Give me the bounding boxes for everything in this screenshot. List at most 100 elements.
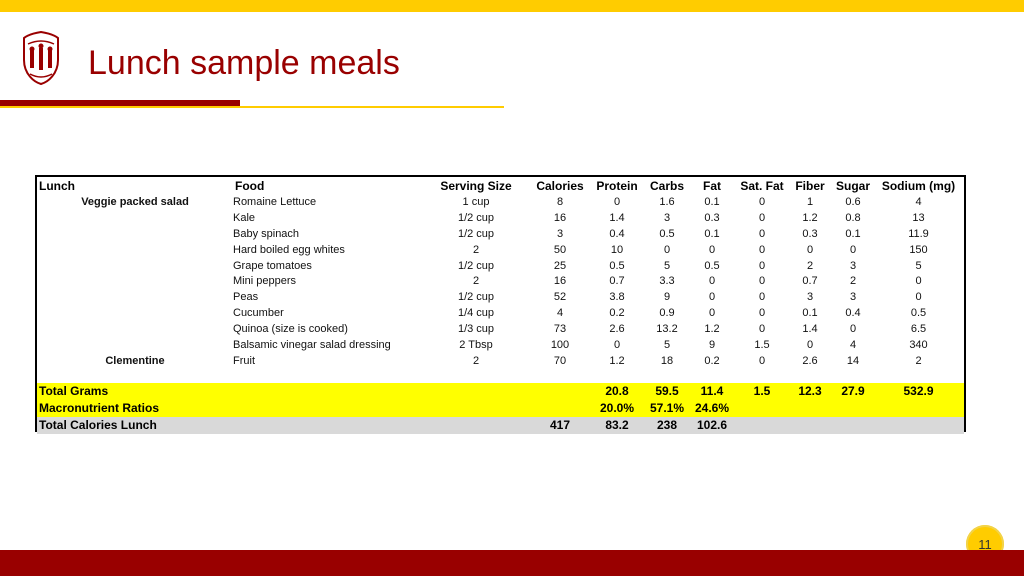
header-sugar: Sugar — [835, 178, 870, 193]
ratios-fiber — [787, 399, 833, 417]
cell-sodium: 150 — [909, 243, 928, 256]
cell-fiber: 0.7 — [802, 275, 818, 288]
cell-carbs: 1.6 — [659, 195, 675, 208]
cell-fiber: 1.2 — [802, 211, 818, 224]
cell-fiber: 0 — [806, 243, 814, 256]
table-row: Quinoa (size is cooked) 1/3 cup 73 2.6 13.2 1… — [37, 321, 964, 337]
total-grams-sodium: 532.9 — [873, 382, 964, 400]
cell-meal — [37, 289, 233, 305]
nutrition-table: Lunch Food Serving Size Calories Protein… — [35, 175, 966, 434]
cell-sugar: 2 — [849, 275, 857, 288]
cell-fat: 1.2 — [704, 323, 720, 336]
cell-sugar: 3 — [849, 291, 857, 304]
cell-serving: 1/4 cup — [457, 307, 495, 320]
cell-sodium: 0.5 — [910, 307, 927, 320]
cell-serving: 1/2 cup — [457, 291, 495, 304]
total-grams-label: Total Grams — [37, 382, 533, 400]
cell-calories: 8 — [556, 195, 564, 208]
cell-sodium: 0 — [915, 291, 922, 304]
table-row: Clementine Fruit 2 70 1.2 18 0.2 0 2.6 14 2 — [37, 353, 964, 369]
cell-fat: 0 — [708, 307, 716, 320]
table-row: Balsamic vinegar salad dressing 2 Tbsp 100… — [37, 337, 964, 353]
cell-sugar: 0.1 — [845, 227, 861, 240]
cell-sodium: 11.9 — [908, 227, 929, 240]
header-calories: Calories — [536, 178, 584, 193]
table-header-row: Lunch Food Serving Size Calories Protein… — [37, 177, 964, 194]
total-grams-carbs: 59.5 — [647, 382, 687, 400]
table-row: Kale 1/2 cup 16 1.4 3 0.3 0 1.2 0.8 13 — [37, 210, 964, 226]
cell-fiber: 1.4 — [802, 323, 818, 336]
spacer-row — [37, 369, 964, 383]
cell-food: Cucumber — [233, 307, 284, 320]
cell-protein: 10 — [610, 243, 624, 256]
total-calories-fiber — [787, 416, 833, 434]
cell-food: Quinoa (size is cooked) — [233, 323, 348, 336]
ratios-carbs: 57.1% — [647, 399, 687, 417]
header-fat: Fat — [703, 178, 721, 193]
table-row: Hard boiled egg whites 2 50 10 0 0 0 0 0 150 — [37, 242, 964, 258]
cell-carbs: 18 — [660, 354, 674, 367]
cell-sugar: 4 — [849, 338, 857, 351]
cell-sugar: 0.4 — [845, 307, 861, 320]
cell-food: Mini peppers — [233, 275, 296, 288]
table-row: Mini peppers 2 16 0.7 3.3 0 0 0.7 2 0 — [37, 273, 964, 289]
total-calories-protein: 83.2 — [587, 416, 647, 434]
cell-food: Fruit — [233, 354, 255, 367]
cell-calories: 3 — [556, 227, 564, 240]
cell-meal — [37, 321, 233, 337]
cell-fiber: 2 — [806, 259, 814, 272]
cell-fiber: 0 — [806, 338, 814, 351]
cell-satfat: 0 — [758, 211, 766, 224]
ratios-fat: 24.6% — [687, 399, 737, 417]
cell-serving: 2 — [472, 354, 480, 367]
cell-serving: 1/2 cup — [457, 259, 495, 272]
cell-protein: 0.4 — [609, 227, 625, 240]
ratios-sodium — [873, 399, 964, 417]
total-calories-sugar — [833, 416, 873, 434]
total-calories-satfat — [737, 416, 787, 434]
total-grams-satfat: 1.5 — [737, 382, 787, 400]
header-carbs: Carbs — [649, 178, 684, 193]
cell-sugar: 0 — [849, 243, 857, 256]
cell-protein: 0.7 — [609, 275, 625, 288]
cell-carbs: 13.2 — [656, 323, 678, 336]
total-calories-sodium — [873, 416, 964, 434]
cell-calories: 25 — [553, 259, 567, 272]
ratios-satfat — [737, 399, 787, 417]
cell-calories: 50 — [553, 243, 567, 256]
title-rule-red — [0, 100, 240, 106]
cell-fat: 9 — [708, 338, 716, 351]
table-row: Veggie packed salad Romaine Lettuce 1 cup 8… — [37, 194, 964, 210]
cell-serving: 1/2 cup — [457, 211, 495, 224]
cell-meal — [37, 258, 233, 274]
cell-fat: 0.1 — [704, 227, 720, 240]
cell-sodium: 6.5 — [910, 323, 927, 336]
cell-meal — [37, 242, 233, 258]
cell-meal — [37, 226, 233, 242]
cell-food: Baby spinach — [233, 227, 300, 240]
bottom-accent-bar — [0, 550, 1024, 576]
header-sat-fat: Sat. Fat — [740, 178, 784, 193]
cell-sodium: 5 — [915, 259, 922, 272]
cell-fat: 0.2 — [704, 354, 720, 367]
total-calories-carbs: 238 — [647, 416, 687, 434]
cell-carbs: 0 — [663, 243, 671, 256]
cell-fat: 0.3 — [704, 211, 720, 224]
cell-calories: 16 — [553, 211, 567, 224]
cell-carbs: 3 — [663, 211, 671, 224]
cell-sodium: 4 — [915, 195, 922, 208]
cell-protein: 3.8 — [609, 291, 625, 304]
cell-serving: 1 cup — [462, 195, 490, 208]
total-grams-fiber: 12.3 — [787, 382, 833, 400]
cell-calories: 52 — [553, 291, 567, 304]
header-protein: Protein — [596, 178, 638, 193]
cell-serving: 2 — [472, 275, 480, 288]
cell-satfat: 0 — [758, 291, 766, 304]
header-sodium: Sodium (mg) — [881, 178, 956, 193]
header-food: Food — [235, 178, 265, 193]
cell-satfat: 0 — [758, 227, 766, 240]
cell-food: Peas — [233, 291, 259, 304]
cell-meal — [37, 210, 233, 226]
cell-satfat: 0 — [758, 275, 766, 288]
cell-satfat: 0 — [758, 307, 766, 320]
